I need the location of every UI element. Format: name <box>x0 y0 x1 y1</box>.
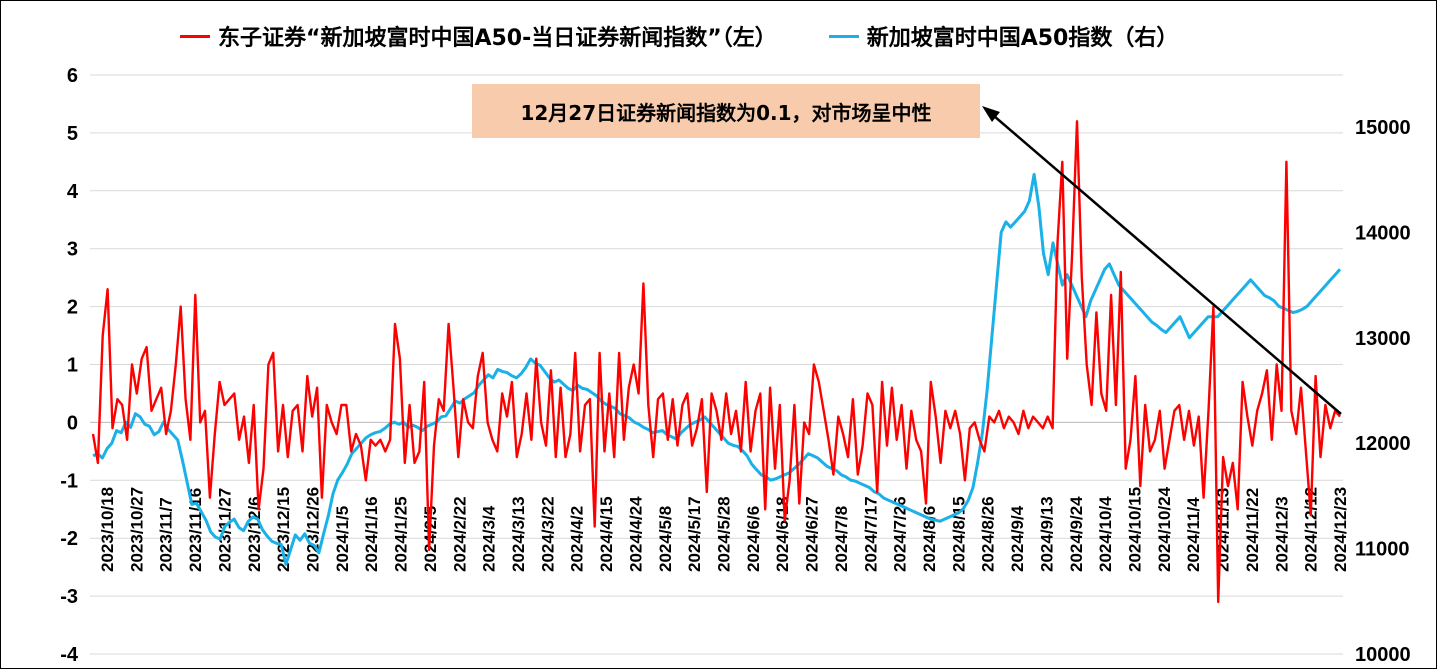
x-tick-label: 2024/12/3 <box>1272 496 1291 572</box>
series-line-a50-index <box>92 172 1342 566</box>
x-tick-label: 2024/4/15 <box>597 496 616 572</box>
chart-legend: 东子证券“新加坡富时中国A50-当日证券新闻指数”（左） 新加坡富时中国A50指… <box>180 18 1230 54</box>
annotation-arrow-head <box>982 106 1000 122</box>
y-right-tick-label: 15000 <box>1355 117 1411 139</box>
x-tick-label: 2024/5/17 <box>685 496 704 572</box>
x-tick-label: 2024/10/4 <box>1096 496 1115 572</box>
x-tick-label: 2024/6/6 <box>744 506 763 572</box>
y-left-tick-label: -1 <box>60 470 78 492</box>
y-left-tick-label: -3 <box>60 586 78 608</box>
y-left-tick-label: -2 <box>60 528 78 550</box>
y-left-tick-label: 4 <box>67 181 79 203</box>
y-right-tick-label: 13000 <box>1355 328 1411 350</box>
x-tick-label: 2024/10/15 <box>1126 487 1145 572</box>
y-left-tick-label: 5 <box>67 123 78 145</box>
x-tick-label: 2024/7/17 <box>861 496 880 572</box>
y-left-tick-label: -4 <box>60 644 79 666</box>
x-tick-label: 2024/9/13 <box>1037 496 1056 572</box>
x-tick-label: 2024/6/18 <box>773 496 792 572</box>
y-right-tick-label: 12000 <box>1355 433 1411 455</box>
x-tick-label: 2024/7/8 <box>832 506 851 572</box>
x-tick-label: 2024/5/8 <box>656 506 675 572</box>
x-tick-label: 2024/8/6 <box>920 506 939 572</box>
y-left-tick-label: 2 <box>67 297 78 319</box>
y-left-tick-label: 1 <box>67 355 78 377</box>
y-right-tick-label: 11000 <box>1355 539 1410 561</box>
legend-item-a50-index: 新加坡富时中国A50指数（右） <box>828 20 1179 52</box>
y-left-tick-label: 0 <box>67 412 78 434</box>
annotation-text: 12月27日证券新闻指数为0.1，对市场呈中性 <box>520 100 932 125</box>
x-tick-label: 2024/9/24 <box>1067 496 1086 572</box>
x-tick-label: 2024/12/23 <box>1331 487 1350 572</box>
x-tick-label: 2024/6/27 <box>803 496 822 572</box>
x-tick-label: 2024/11/22 <box>1243 488 1262 572</box>
x-tick-label: 2023/12/6 <box>245 496 264 572</box>
legend-swatch-blue <box>828 34 859 38</box>
x-tick-label: 2024/5/28 <box>715 496 734 572</box>
legend-item-news-index: 东子证券“新加坡富时中国A50-当日证券新闻指数”（左） <box>180 20 777 52</box>
x-tick-label: 2024/3/13 <box>509 496 528 572</box>
x-tick-label: 2023/12/15 <box>274 487 293 572</box>
legend-swatch-red <box>180 34 210 38</box>
x-tick-label: 2024/4/2 <box>568 506 587 572</box>
x-tick-label: 2024/1/16 <box>362 496 381 572</box>
series-line-news-index <box>91 120 1341 604</box>
x-tick-label: 2024/11/4 <box>1184 497 1203 572</box>
x-tick-label: 2024/12/12 <box>1302 487 1321 572</box>
x-tick-label: 2024/4/24 <box>626 496 645 572</box>
x-tick-label: 2024/1/5 <box>333 506 352 572</box>
x-tick-label: 2024/7/26 <box>891 496 910 572</box>
x-tick-label: 2024/1/25 <box>392 496 411 572</box>
annotation-box: 12月27日证券新闻指数为0.1，对市场呈中性 <box>472 84 980 138</box>
x-tick-label: 2023/10/18 <box>98 487 117 572</box>
y-right-tick-label: 10000 <box>1355 644 1411 666</box>
legend-label-news-index: 东子证券“新加坡富时中国A50-当日证券新闻指数”（左） <box>218 26 777 51</box>
x-tick-label: 2024/2/22 <box>450 496 469 572</box>
y-left-tick-label: 3 <box>67 239 78 261</box>
x-tick-label: 2024/9/4 <box>1008 505 1027 572</box>
x-tick-label: 2023/12/26 <box>304 487 323 572</box>
x-tick-label: 2023/10/27 <box>127 487 146 572</box>
y-left-tick-label: 6 <box>67 65 78 87</box>
x-tick-label: 2023/11/7 <box>157 497 176 572</box>
x-tick-label: 2023/11/16 <box>186 488 205 572</box>
x-tick-label: 2024/10/24 <box>1155 486 1174 572</box>
x-tick-label: 2024/8/26 <box>979 496 998 572</box>
annotation-arrow-line <box>993 115 1342 415</box>
x-tick-label: 2024/3/4 <box>480 505 499 572</box>
legend-label-a50-index: 新加坡富时中国A50指数（右） <box>866 26 1179 51</box>
y-right-tick-label: 14000 <box>1355 222 1411 244</box>
x-tick-label: 2024/3/22 <box>538 496 557 572</box>
